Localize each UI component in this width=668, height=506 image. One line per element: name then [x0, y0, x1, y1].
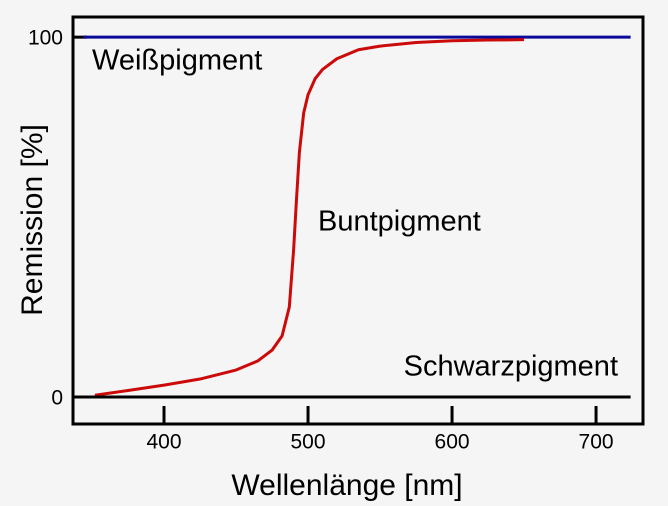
x-tick-label: 400 — [146, 431, 181, 454]
series-label: Buntpigment — [318, 206, 481, 238]
series-line — [94, 38, 525, 397]
x-tick-label: 600 — [435, 431, 470, 454]
y-axis-label: Remission [%] — [16, 124, 49, 316]
x-tick-label: 700 — [579, 431, 614, 454]
x-axis-label: Wellenlänge [nm] — [231, 469, 462, 502]
x-tick-label: 500 — [291, 431, 326, 454]
y-tick-label: 100 — [28, 27, 63, 50]
y-tick-label: 0 — [51, 387, 63, 410]
series-label: Schwarzpigment — [404, 351, 618, 383]
series-label: Weißpigment — [92, 45, 262, 77]
plot-frame — [71, 15, 645, 426]
